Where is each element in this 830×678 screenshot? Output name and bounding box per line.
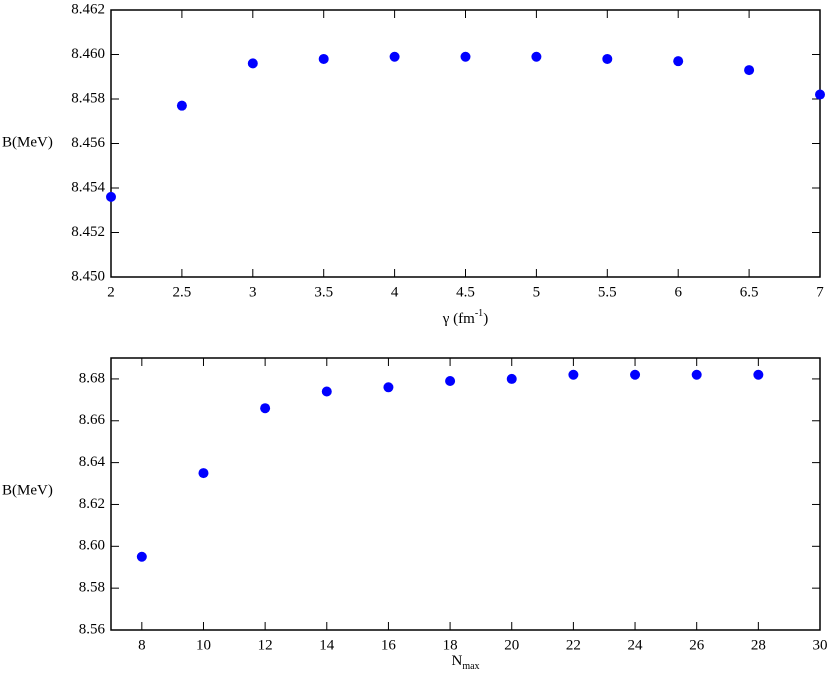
point [389,51,400,62]
x-tick-label: 3 [249,284,257,300]
y-tick-label: 8.450 [71,268,105,284]
y-tick-label: 8.458 [71,90,105,106]
x-axis-label-part: max [462,661,479,672]
point [445,376,456,387]
x-axis-label-part: N [451,653,462,669]
point [460,51,471,62]
y-tick-label: 8.460 [71,46,105,62]
y-tick-label: 8.60 [79,538,105,554]
point [691,369,702,380]
x-tick-label: 6 [674,284,682,300]
point [321,386,332,397]
x-tick-label: 14 [319,637,335,653]
y-tick-label: 8.62 [79,496,105,512]
x-tick-label: 8 [138,637,146,653]
y-tick-label: 8.452 [71,224,105,240]
y-tick-label: 8.64 [79,454,106,470]
point [383,382,394,393]
x-tick-label: 22 [566,637,581,653]
y-tick-label: 8.68 [79,370,105,386]
x-tick-label: 18 [443,637,458,653]
x-tick-label: 5 [533,284,541,300]
y-tick-label: 8.456 [71,135,105,151]
x-axis-label-part: ) [483,311,488,327]
x-tick-label: 26 [689,637,705,653]
point [318,53,329,64]
x-tick-label: 7 [816,284,824,300]
x-tick-label: 16 [381,637,397,653]
x-tick-label: 30 [813,637,828,653]
x-tick-label: 2 [107,284,115,300]
y-tick-label: 8.462 [71,1,105,17]
point [176,100,187,111]
point [260,403,271,414]
point [673,56,684,67]
x-tick-label: 20 [504,637,519,653]
point [531,51,542,62]
y-tick-label: 8.58 [79,580,105,596]
x-axis-label: γ (fm-1) [442,308,488,327]
point [568,369,579,380]
x-axis-label: Nmax [451,653,479,672]
point [602,53,613,64]
x-tick-label: 2.5 [173,284,192,300]
x-axis-label-part: -1 [475,308,483,319]
y-axis-label: B(MeV) [2,134,53,150]
x-tick-label: 28 [751,637,766,653]
y-tick-label: 8.56 [79,621,106,637]
y-axis-label: B(MeV) [2,482,53,498]
x-tick-label: 4.5 [456,284,475,300]
x-tick-label: 10 [196,637,211,653]
point [630,369,641,380]
plot-frame [110,357,821,631]
x-tick-label: 4 [391,284,399,300]
point [198,468,209,479]
y-tick-label: 8.66 [79,412,106,428]
point [753,369,764,380]
x-tick-label: 3.5 [314,284,333,300]
x-tick-label: 24 [628,637,644,653]
point [506,373,517,384]
point [815,89,825,100]
point [106,191,116,202]
plot-frame [110,9,821,278]
x-axis-label-part: γ (fm [442,311,475,327]
y-tick-label: 8.454 [71,179,105,195]
x-tick-label: 12 [258,637,273,653]
x-tick-label: 6.5 [740,284,759,300]
x-tick-label: 5.5 [598,284,617,300]
point [136,551,147,562]
point [744,65,755,76]
point [247,58,258,69]
